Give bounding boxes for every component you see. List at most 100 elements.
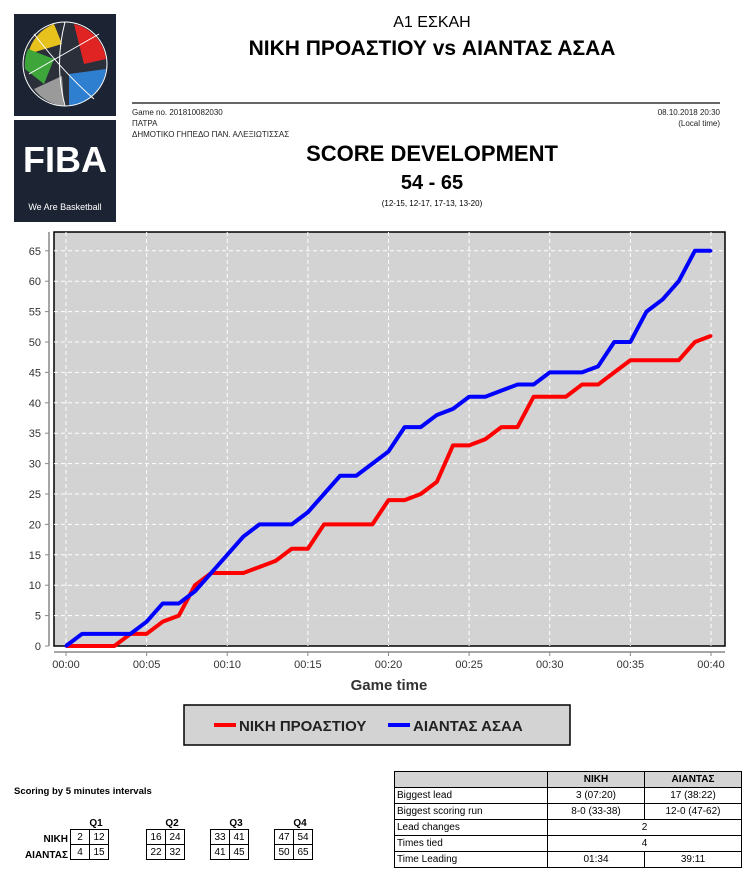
intervals-title: Scoring by 5 minutes intervals [14,786,152,797]
data-point [225,553,229,557]
data-point [241,571,245,575]
data-point [709,249,713,253]
table-row: 41 45 [210,844,249,860]
data-point [564,395,568,399]
data-point [225,571,229,575]
quarter-header: Q4 [293,818,307,829]
data-point [64,644,68,648]
x-tick-label: 00:35 [617,659,645,671]
stat-label: Times tied [394,835,548,852]
x-tick-label: 00:30 [536,659,564,671]
data-point [209,571,213,575]
data-point [596,364,600,368]
quarter-header: Q2 [165,818,179,829]
data-point [661,358,665,362]
city: ΠΑΤΡΑ [132,119,158,128]
y-tick-label: 35 [29,428,41,440]
matchup-title: ΝΙΚΗ ΠΡΟΑΣΤΙΟΥ vs ΑΙΑΝΤΑΣ ΑΣΑΑ [248,37,616,60]
data-point [290,547,294,551]
data-point [145,620,149,624]
data-point [161,601,165,605]
table-row: 2 12 [70,829,109,845]
interval-score: 24 [165,829,185,845]
data-point [580,370,584,374]
data-point [80,632,84,636]
data-point [435,413,439,417]
quarter-table: 2 12 4 15 [70,829,109,860]
data-point [677,279,681,283]
data-point [241,535,245,539]
data-point [564,370,568,374]
team-label-away: ΑΙΑΝΤΑΣ [24,850,68,861]
table-row: 22 32 [146,844,185,860]
data-point [193,589,197,593]
data-point [306,547,310,551]
quarter-header: Q3 [229,818,243,829]
stats-header-row: ΝΙΚΗ ΑΙΑΝΤΑΣ [394,771,742,788]
y-tick-label: 40 [29,398,41,410]
stats-header-home: ΝΙΚΗ [547,771,645,788]
table-row: Biggest lead 3 (07:20) 17 (38:22) [394,787,742,804]
interval-score: 50 [274,844,294,860]
game-number: Game no. 201810082030 [132,108,223,117]
legend-label-away: ΑΙΑΝΤΑΣ ΑΣΑΑ [413,718,523,735]
legend-label-home: ΝΙΚΗ ΠΡΟΑΣΤΙΟΥ [239,718,366,735]
x-tick-label: 00:05 [133,659,161,671]
data-point [645,358,648,362]
basketball-icon [22,21,108,107]
y-tick-label: 5 [35,611,41,623]
data-point [306,510,310,514]
data-point [467,395,471,399]
data-point [112,644,116,648]
interval-score: 12 [89,829,109,845]
data-point [580,383,584,387]
quarter-table: 47 54 50 65 [274,829,313,860]
stat-label: Biggest lead [394,787,548,804]
data-point [548,395,552,399]
stat-away: 12-0 (47-62) [644,803,742,820]
y-tick-label: 30 [29,459,41,471]
logo-tagline: We Are Basketball [28,202,101,212]
y-tick-label: 10 [29,580,41,592]
y-tick-label: 45 [29,367,41,379]
stat-label: Time Leading [394,851,548,868]
y-tick-label: 25 [29,489,41,501]
data-point [274,522,278,526]
competition-name: A1 ΕΣΚΑΗ [393,14,471,31]
interval-score: 41 [210,844,230,860]
data-point [354,474,358,478]
stat-home: 3 (07:20) [547,787,645,804]
data-point [628,340,632,344]
plot-area [53,231,726,647]
interval-score: 65 [293,844,313,860]
interval-score: 45 [229,844,249,860]
x-axis-label: Game time [351,677,428,694]
data-point [96,644,100,648]
data-point [661,297,665,301]
data-point [387,449,390,453]
data-point [403,425,407,429]
interval-score: 4 [70,844,90,860]
venue: ΔΗΜΟΤΙΚΟ ΓΗΠΕΔΟ ΠΑΝ. ΑΛΕΞΙΩΤΙΣΣΑΣ [132,130,290,139]
data-point [483,395,487,399]
stat-label: Lead changes [394,819,548,836]
interval-score: 33 [210,829,230,845]
data-point [467,443,471,447]
data-point [354,522,358,526]
stat-home: 01:34 [547,851,645,868]
legend: ΝΙΚΗ ΠΡΟΑΣΤΙΟΥ ΑΙΑΝΤΑΣ ΑΣΑΑ [183,704,571,746]
data-point [435,480,439,484]
data-point [451,407,455,411]
x-tick-label: 00:25 [455,659,483,671]
interval-score: 41 [229,829,249,845]
data-point [370,522,374,526]
data-point [258,565,261,569]
data-point [96,632,100,636]
data-point [129,632,132,636]
quarter-block-q1: Q1 2 12 4 15 [70,818,122,860]
interval-score: 47 [274,829,294,845]
stat-label: Biggest scoring run [394,803,548,820]
table-row: 50 65 [274,844,313,860]
data-point [403,498,407,502]
interval-score: 2 [70,829,90,845]
